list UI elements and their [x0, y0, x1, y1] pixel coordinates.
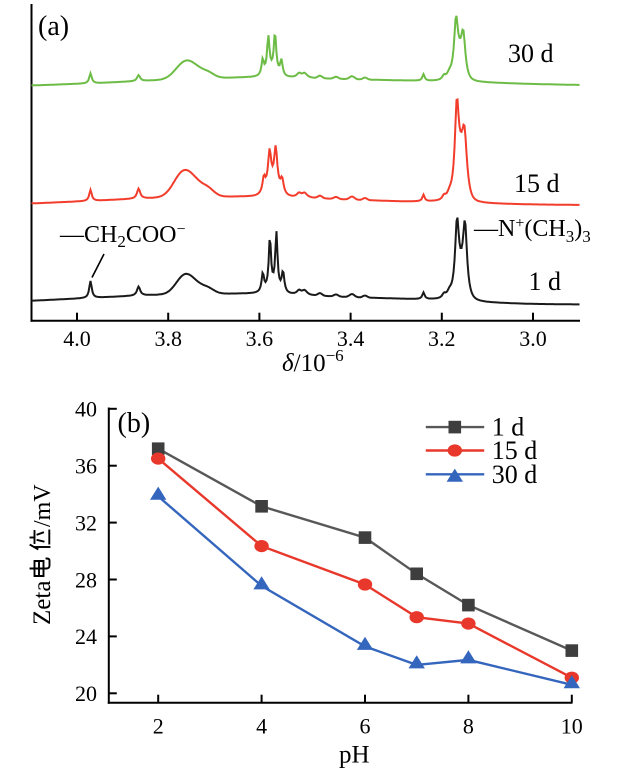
svg-text:pH: pH [339, 742, 370, 769]
svg-text:δ/10−6: δ/10−6 [282, 346, 344, 377]
svg-text:36: 36 [75, 454, 97, 479]
svg-text:3.4: 3.4 [337, 326, 365, 351]
svg-text:3.6: 3.6 [246, 326, 274, 351]
svg-text:30 d: 30 d [508, 39, 554, 68]
svg-text:—N+(CH3)3: —N+(CH3)3 [473, 215, 591, 246]
svg-text:30 d: 30 d [492, 460, 538, 489]
svg-text:8: 8 [463, 714, 474, 739]
svg-text:(b): (b) [118, 408, 151, 439]
svg-text:3.0: 3.0 [519, 326, 547, 351]
svg-text:4: 4 [256, 714, 267, 739]
svg-text:Zeta: Zeta [29, 581, 56, 625]
svg-text:4.0: 4.0 [63, 326, 91, 351]
svg-text:/mV: /mV [30, 484, 56, 527]
svg-text:20: 20 [75, 681, 97, 706]
svg-text:24: 24 [75, 624, 97, 649]
svg-text:15 d: 15 d [492, 436, 538, 465]
svg-text:40: 40 [75, 397, 97, 422]
svg-text:28: 28 [75, 567, 97, 592]
svg-text:3.8: 3.8 [154, 326, 182, 351]
svg-text:10: 10 [561, 714, 583, 739]
svg-text:15 d: 15 d [514, 169, 560, 198]
svg-text:1 d: 1 d [529, 267, 562, 296]
svg-text:(a): (a) [38, 11, 69, 42]
svg-text:6: 6 [360, 714, 371, 739]
svg-text:2: 2 [153, 714, 164, 739]
svg-text:3.2: 3.2 [428, 326, 456, 351]
svg-text:32: 32 [75, 510, 97, 535]
svg-text:—CH2COO−: —CH2COO− [59, 221, 186, 251]
svg-text:1 d: 1 d [492, 413, 525, 442]
